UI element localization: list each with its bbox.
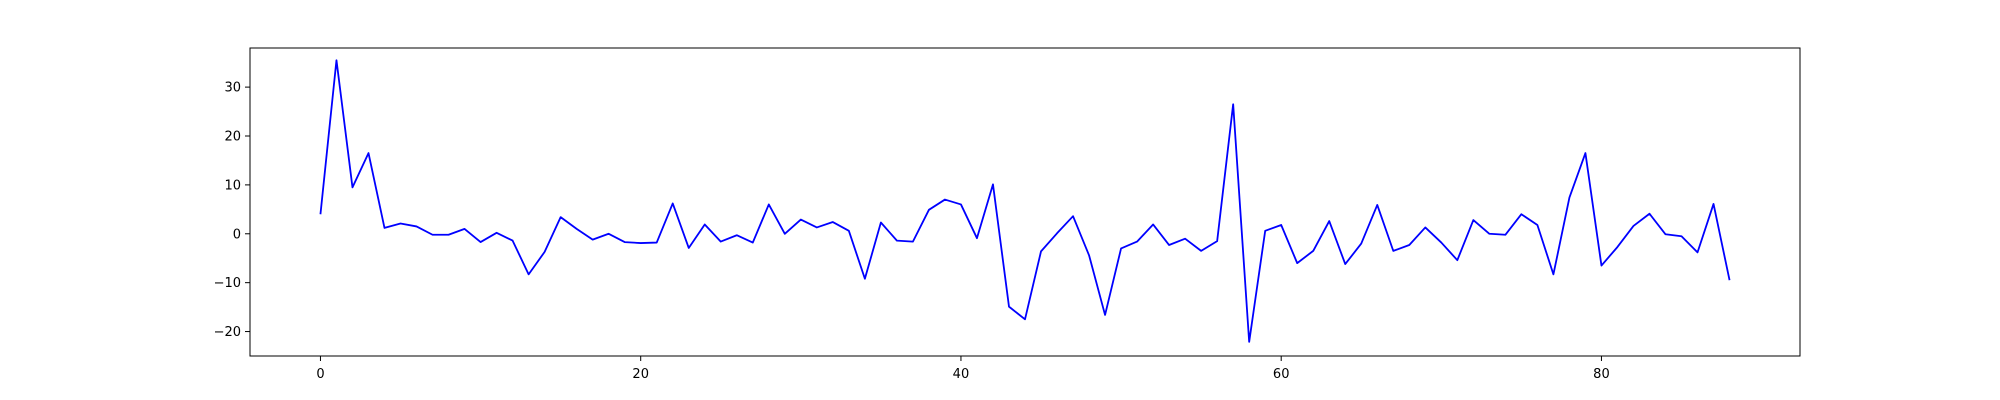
y-tick-label: 20 (224, 130, 241, 145)
x-tick-label: 60 (1273, 367, 1290, 382)
series-layer (319, 59, 1731, 343)
series-line (319, 59, 1731, 343)
plot-frame (249, 47, 1801, 357)
x-tick-label: 80 (1593, 367, 1610, 382)
x-axis: 0 20 40 60 80 (316, 356, 1610, 382)
y-tick-label: 30 (224, 81, 241, 96)
plot-background (250, 48, 1800, 356)
y-tick-label: 0 (233, 227, 241, 242)
y-tick-label: −10 (214, 276, 241, 291)
y-tick-label: −20 (214, 325, 241, 340)
x-tick-label: 20 (632, 367, 649, 382)
y-axis: −20 −10 0 10 20 30 (214, 81, 250, 340)
y-tick-label: 10 (224, 178, 241, 193)
x-tick-label: 0 (316, 367, 324, 382)
x-tick-label: 40 (953, 367, 970, 382)
